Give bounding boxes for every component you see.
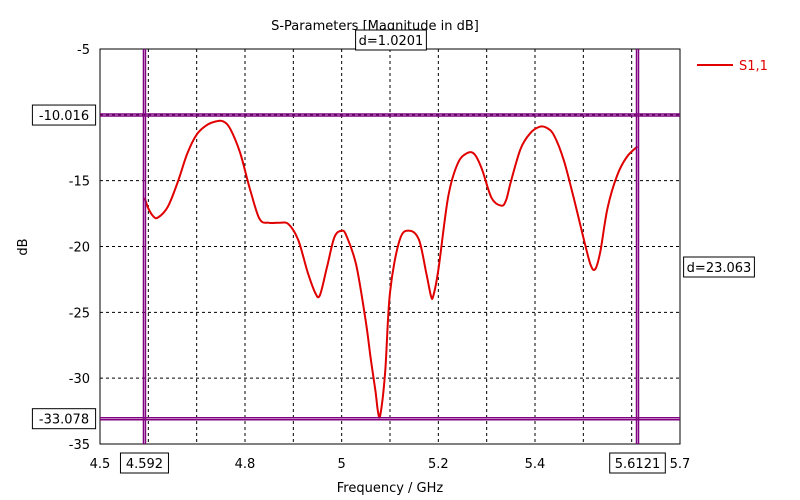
- y-tick-label: -30: [69, 372, 90, 387]
- delta-x-label-box: [355, 29, 427, 51]
- y-tick-label: -35: [69, 438, 90, 453]
- delta-y-label: d=23.063: [683, 256, 755, 278]
- horizontal-marker-label-text: -33.078: [39, 413, 89, 428]
- horizontal-marker-label-box: [31, 408, 97, 430]
- y-tick-label: -5: [77, 43, 90, 58]
- legend-label: S1,1: [739, 59, 768, 74]
- delta-y-label-text: d=23.063: [687, 261, 752, 276]
- vertical-marker-label-box: [119, 452, 169, 474]
- x-tick-label: 4.8: [235, 457, 256, 472]
- marker-layer: -10.016 -33.078 4.592 5.6121 d=1.0201 d=23.06…: [31, 29, 755, 474]
- series-line: [143, 119, 639, 419]
- x-tick-label: 5: [338, 457, 346, 472]
- x-tick-label: 5.7: [670, 457, 691, 472]
- horizontal-marker-label-box: [31, 104, 97, 126]
- grid: [100, 49, 680, 444]
- vertical-marker-label: 5.6121: [609, 452, 666, 474]
- horizontal-marker-label-text: -10.016: [39, 109, 89, 124]
- delta-x-label: d=1.0201: [355, 29, 427, 51]
- delta-y-label-box: [683, 256, 755, 278]
- y-tick-label: -25: [69, 306, 90, 321]
- vertical-marker-label-box: [609, 452, 666, 474]
- delta-x-label-text: d=1.0201: [359, 34, 424, 49]
- vertical-marker-label: 4.592: [119, 452, 169, 474]
- vertical-marker-label-text: 4.592: [126, 457, 163, 472]
- x-tick-label: 4.5: [90, 457, 111, 472]
- y-axis-title: dB: [16, 238, 31, 255]
- y-tick-label: -20: [69, 241, 90, 256]
- horizontal-marker-label: -10.016: [31, 104, 97, 126]
- vertical-marker-label-text: 5.6121: [615, 457, 661, 472]
- y-tick-label: -15: [69, 175, 90, 190]
- x-tick-label: 5.4: [525, 457, 546, 472]
- axis-ticks: 4.5 4.8 5 5.2 5.4 5.7 -5 -15 -20 -25 -30 -35: [69, 43, 691, 472]
- chart-title: S-Parameters [Magnitude in dB]: [271, 19, 479, 34]
- horizontal-marker-label: -33.078: [31, 408, 97, 430]
- series-layer: [143, 119, 639, 419]
- legend: S1,1: [697, 59, 768, 74]
- x-axis-title: Frequency / GHz: [337, 481, 444, 496]
- x-tick-label: 5.2: [428, 457, 449, 472]
